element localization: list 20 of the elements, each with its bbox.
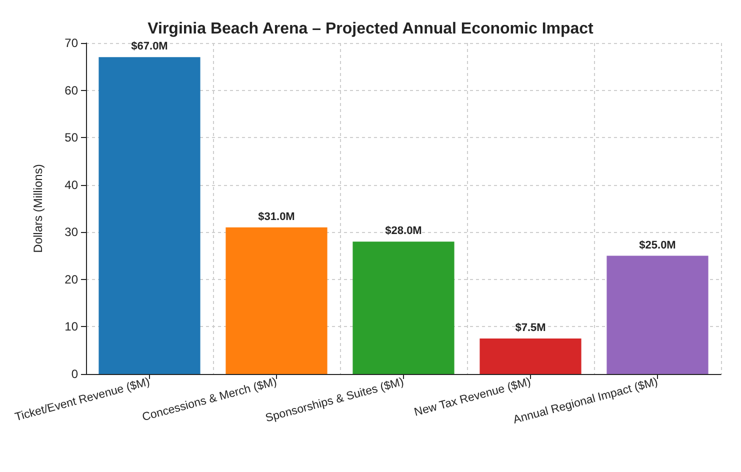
data-label: $31.0M	[258, 210, 295, 223]
y-tick-label: 70	[64, 36, 78, 50]
data-label: $28.0M	[385, 225, 422, 238]
chart-title: Virginia Beach Arena – Projected Annual Economic Impact	[148, 20, 594, 38]
y-tick-label: 20	[64, 272, 78, 286]
data-label: $25.0M	[639, 239, 676, 252]
data-label: $67.0M	[131, 40, 168, 53]
bar	[226, 227, 328, 374]
data-label: $7.5M	[515, 322, 546, 334]
y-tick-label: 30	[64, 225, 78, 240]
bar	[98, 57, 200, 374]
y-axis-title: Dollars (Millions)	[31, 164, 45, 253]
bar	[480, 338, 582, 374]
bar	[606, 256, 708, 374]
y-tick-label: 60	[64, 83, 78, 98]
bar	[352, 242, 454, 374]
y-tick-label: 10	[64, 320, 78, 334]
y-tick-label: 0	[71, 367, 78, 381]
y-tick-label: 50	[64, 130, 78, 145]
y-tick-label: 40	[64, 178, 78, 192]
